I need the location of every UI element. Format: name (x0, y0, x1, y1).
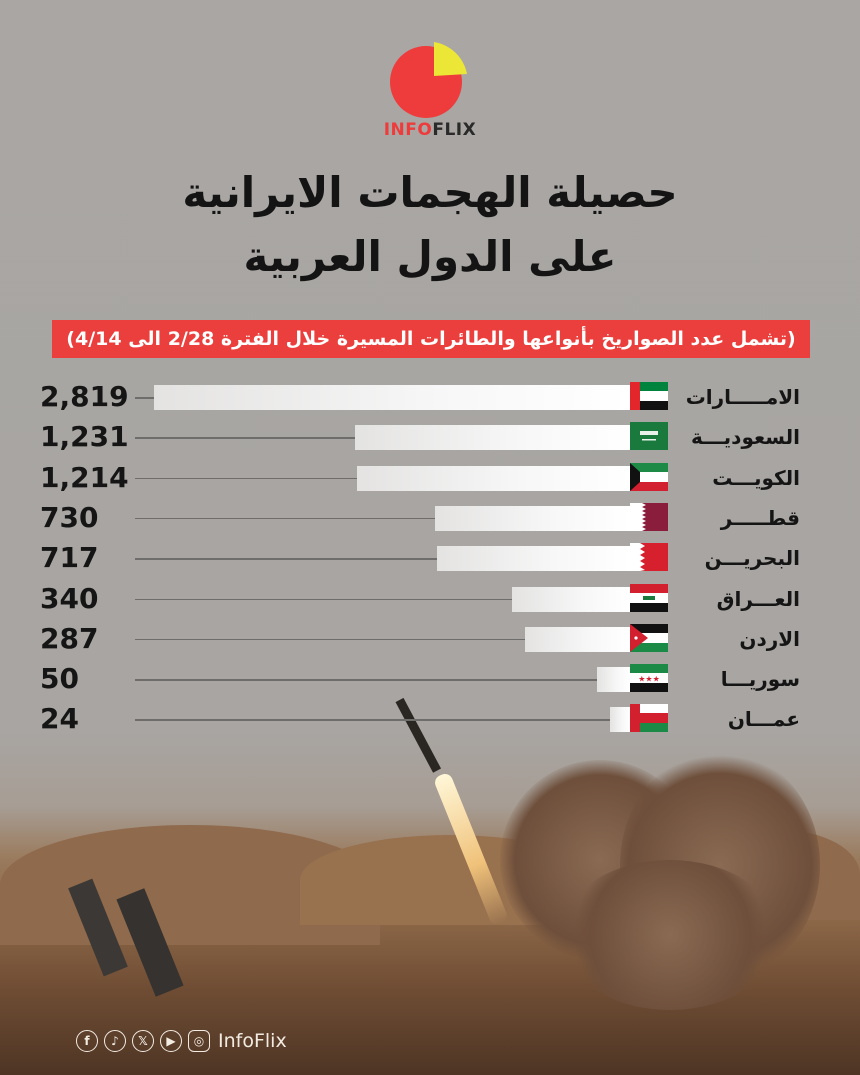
leader-line (135, 679, 597, 681)
flag-uae-icon (630, 382, 668, 410)
value-label: 2,819 (40, 380, 129, 413)
footer-social: f ♪ 𝕏 ▶ ◎ InfoFlix (76, 1030, 287, 1052)
bar-row: 730 قطـــــر (0, 498, 860, 538)
leader-line (135, 517, 435, 520)
brand-part1: INFO (383, 120, 433, 140)
title-line1: حصيلة الهجمات الايرانية (182, 168, 678, 217)
title-line2: على الدول العربية (243, 232, 617, 281)
leader-line (135, 477, 358, 480)
bar (609, 707, 630, 733)
facebook-icon[interactable]: f (76, 1030, 98, 1052)
flag-oman-icon (630, 704, 668, 733)
value-label: 287 (40, 621, 99, 655)
bar-row: 717 البحريـــن (0, 538, 860, 578)
leader-line (135, 397, 154, 399)
value-label: 50 (40, 662, 79, 696)
youtube-icon[interactable]: ▶ (160, 1030, 182, 1052)
bar-row: 340 العـــراق (0, 579, 860, 619)
bar (512, 586, 630, 612)
leader-line (135, 638, 525, 641)
bar (354, 425, 630, 451)
footer-handle: InfoFlix (218, 1030, 287, 1052)
country-label: الامـــــارات (685, 385, 800, 409)
country-label: عمـــان (727, 707, 800, 732)
country-label: الكويـــت (712, 465, 800, 490)
leader-line (135, 558, 438, 560)
x-icon[interactable]: 𝕏 (132, 1030, 154, 1052)
flag-iraq-icon (630, 583, 668, 612)
bar (524, 626, 630, 652)
bar-row: 287 الاردن (0, 619, 860, 659)
bar (434, 505, 630, 531)
bar-row: 2,819 الامـــــارات (0, 377, 860, 417)
brand-part2: FLIX (432, 120, 477, 140)
tiktok-icon[interactable]: ♪ (104, 1030, 126, 1052)
country-label: قطـــــر (720, 505, 800, 530)
country-label: سوريـــا (720, 667, 800, 692)
value-label: 24 (40, 702, 79, 736)
bar-row: 50 ★★★ سوريـــا (0, 659, 860, 699)
infoflix-logo (390, 42, 467, 118)
flag-bahrain-icon (630, 543, 668, 572)
leader-line (135, 719, 610, 721)
country-label: العـــراق (716, 586, 800, 611)
country-label: السعوديـــة (691, 425, 800, 450)
flag-qatar-icon (630, 502, 668, 531)
bar-row: 1,231 السعوديـــة (0, 417, 860, 457)
leader-line (135, 598, 513, 600)
flag-saudi-icon (630, 422, 668, 451)
brand-name: INFOFLIX (0, 120, 860, 140)
flag-jordan-icon (630, 623, 668, 652)
bar (596, 667, 630, 693)
bar (154, 385, 630, 410)
bar (357, 465, 630, 491)
value-label: 717 (40, 541, 99, 575)
bar (437, 546, 630, 572)
value-label: 340 (40, 581, 99, 615)
bar-row: 24 عمـــان (0, 699, 860, 739)
leader-line (135, 437, 355, 439)
smoke (560, 860, 780, 1010)
instagram-icon[interactable]: ◎ (188, 1030, 210, 1052)
value-label: 1,231 (40, 420, 129, 454)
subtitle-banner: (تشمل عدد الصواريخ بأنواعها والطائرات ال… (52, 320, 810, 358)
country-label: الاردن (739, 626, 800, 651)
flag-syria-icon: ★★★ (630, 664, 668, 693)
svg-text:★★★: ★★★ (638, 675, 660, 684)
value-label: 1,214 (40, 460, 129, 494)
country-label: البحريـــن (704, 546, 800, 571)
value-label: 730 (40, 500, 99, 534)
flag-kuwait-icon (630, 462, 668, 491)
bar-row: 1,214 الكويـــت (0, 458, 860, 498)
